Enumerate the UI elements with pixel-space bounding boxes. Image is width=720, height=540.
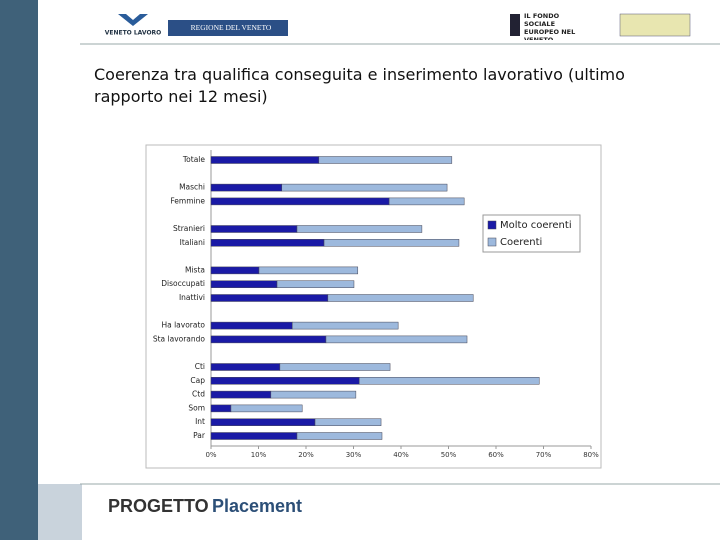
bar-segment [276, 280, 355, 288]
bar-segment [210, 294, 329, 302]
y-tick-label: Cap [190, 376, 205, 385]
bar-segment [281, 183, 448, 192]
x-tick-label: 70% [536, 451, 552, 459]
bar-segment [210, 183, 283, 192]
bar-segment [210, 335, 327, 344]
logo-text: VENETO LAVORO [105, 30, 162, 37]
sidebar [0, 0, 38, 540]
y-tick-label: Som [188, 403, 205, 412]
bar-segment [210, 225, 298, 233]
footer-word: PROGETTO [108, 496, 209, 516]
bar-segment [210, 280, 278, 288]
x-tick-label: 80% [583, 451, 599, 459]
x-tick-label: 50% [441, 451, 457, 459]
bar-segment [210, 432, 298, 440]
bar-segment [210, 321, 293, 330]
bar-segment [279, 363, 391, 371]
bar-segment [270, 390, 357, 399]
bar-segment [314, 418, 382, 426]
region-logo [168, 20, 288, 36]
legend-swatch [487, 220, 497, 230]
y-tick-label: Sta lavorando [153, 334, 206, 343]
logo-icon [118, 14, 148, 26]
bar-segment [296, 432, 383, 440]
bar-segment [210, 377, 360, 385]
x-tick-label: 0% [205, 451, 216, 459]
x-tick-label: 60% [488, 451, 504, 459]
sidebar-foot [38, 484, 82, 540]
bar-segment [358, 377, 540, 385]
legend-box [482, 214, 581, 253]
y-tick-label: Inattivi [179, 293, 205, 302]
legend-label: Molto coerenti [500, 220, 572, 231]
bar-segment [210, 390, 272, 399]
x-tick-label: 40% [393, 451, 409, 459]
bar-segment [210, 156, 320, 164]
bar-segment [258, 266, 359, 275]
bar-segment [325, 335, 468, 344]
footer-word: Placement [212, 496, 302, 516]
legend-swatch [487, 237, 497, 247]
y-tick-label: Cti [195, 362, 205, 371]
eu-logos [619, 13, 691, 37]
y-tick-label: Maschi [179, 183, 205, 192]
bar-segment [388, 197, 465, 206]
legend-label: Coerenti [500, 237, 542, 248]
y-tick-label: Femmine [170, 196, 205, 205]
y-tick-label: Totale [182, 155, 206, 164]
bar-segment [210, 418, 316, 426]
y-tick-label: Stranieri [173, 224, 205, 233]
x-tick-label: 10% [251, 451, 267, 459]
bar-segment [210, 197, 390, 206]
bar-segment [210, 239, 325, 247]
y-tick-label: Par [193, 431, 206, 440]
x-tick-label: 30% [346, 451, 362, 459]
x-tick-label: 20% [298, 451, 314, 459]
y-tick-label: Mista [185, 265, 205, 274]
fse-logo [510, 14, 520, 36]
bar-segment [318, 156, 453, 164]
y-tick-label: Ha lavorato [161, 321, 205, 330]
fse-text-box: IL FONDO SOCIALE EUROPEO NEL VENETO [524, 12, 576, 40]
y-tick-label: Italiani [180, 238, 205, 247]
bar-segment [291, 321, 399, 330]
bar-segment [210, 266, 260, 275]
y-tick-label: Int [195, 417, 205, 426]
y-tick-label: Disoccupati [161, 279, 205, 288]
chart-title: Coerenza tra qualifica conseguita e inse… [94, 65, 625, 106]
logo-text: REGIONE DEL VENETO [191, 23, 272, 32]
bar-segment [323, 239, 460, 247]
bar-segment [296, 225, 423, 233]
y-tick-label: Ctd [192, 390, 205, 399]
logo-text: IL FONDO SOCIALE EUROPEO NEL VENETO [524, 12, 576, 40]
bar-segment [327, 294, 474, 302]
bar-segment [230, 404, 303, 413]
bar-segment [210, 363, 281, 371]
bar-segment [210, 404, 232, 413]
